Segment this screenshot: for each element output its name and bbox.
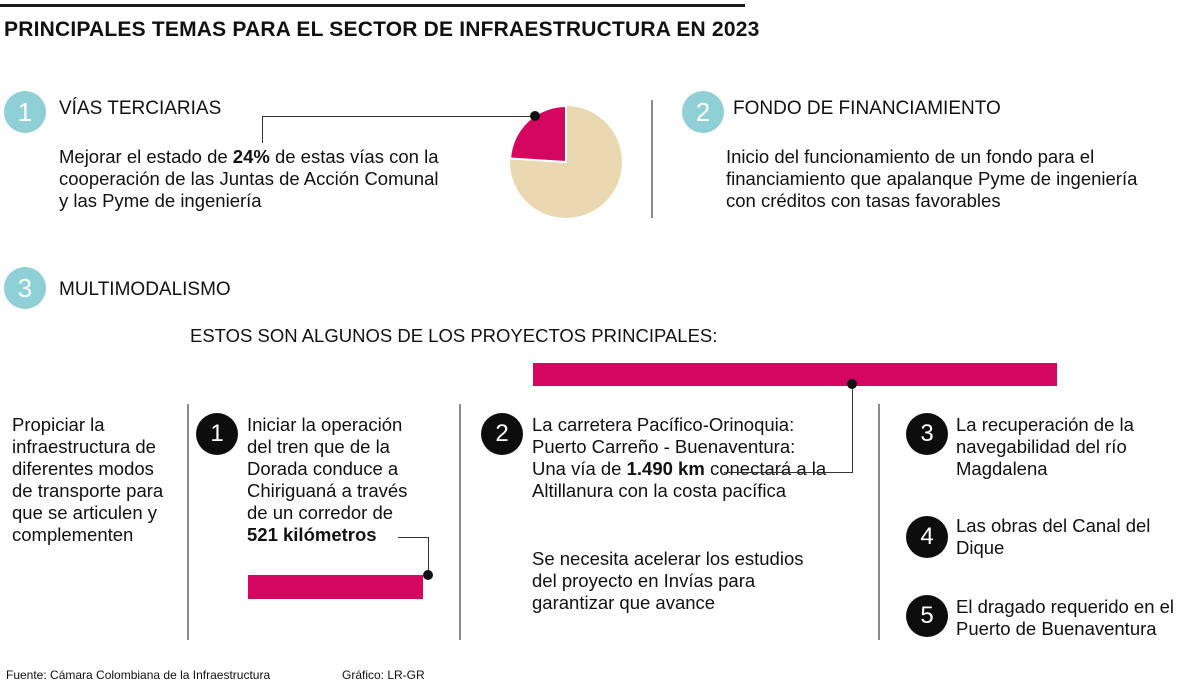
section-3-number-badge: 3 bbox=[4, 267, 46, 309]
section-1-number-badge: 1 bbox=[4, 91, 46, 133]
project-2-connector-dot bbox=[847, 379, 857, 389]
projects-subheading: ESTOS SON ALGUNOS DE LOS PROYECTOS PRINC… bbox=[190, 325, 718, 346]
section-2-text: Inicio del funcionamiento de un fondo pa… bbox=[726, 146, 1138, 211]
project-1-text: Iniciar la operación del tren que de la … bbox=[247, 414, 427, 546]
section-1-text-before: Mejorar el estado de bbox=[59, 146, 228, 167]
section-1-connector bbox=[262, 116, 535, 143]
project-3-badge: 3 bbox=[906, 413, 948, 455]
section-3-heading: MULTIMODALISMO bbox=[59, 279, 231, 300]
project-5-badge: 5 bbox=[906, 595, 948, 637]
project-2-highlight: 1.490 km bbox=[626, 458, 705, 479]
project-1-connector-dot bbox=[423, 570, 433, 580]
project-2-note: Se necesita acelerar los estudios del pr… bbox=[532, 548, 804, 613]
top-rule bbox=[0, 4, 745, 7]
column-divider-2 bbox=[459, 404, 461, 640]
section-2-heading: FONDO DE FINANCIAMIENTO bbox=[733, 98, 1001, 119]
project-1-length-bar bbox=[248, 575, 423, 599]
column-divider-1 bbox=[187, 404, 189, 640]
project-1-connector bbox=[398, 537, 429, 576]
section-1-connector-dot bbox=[530, 111, 540, 121]
footer-source: Fuente: Cámara Colombiana de la Infraest… bbox=[6, 668, 271, 682]
section-divider bbox=[651, 100, 653, 218]
section-1-highlight: 24% bbox=[232, 146, 270, 167]
project-4-text: Las obras del Canal del Dique bbox=[956, 515, 1151, 558]
project-2-description: La carretera Pacífico-Orinoquia: Puerto … bbox=[532, 414, 796, 479]
project-3-text: La recuperación de la navegabilidad del … bbox=[956, 414, 1134, 479]
multimodal-intro: Propiciar la infraestructura de diferent… bbox=[12, 414, 164, 545]
project-2-text: La carretera Pacífico-Orinoquia: Puerto … bbox=[532, 414, 832, 502]
project-2-badge: 2 bbox=[481, 413, 523, 455]
column-divider-3 bbox=[878, 404, 880, 640]
project-2-description-end: conectará a la Altillanura con la costa … bbox=[532, 458, 827, 501]
project-1-highlight: 521 kilómetros bbox=[247, 524, 377, 545]
footer-credit: Gráfico: LR-GR bbox=[342, 668, 425, 682]
section-1-text: Mejorar el estado de 24% de estas vías c… bbox=[59, 146, 439, 212]
project-5-text: El dragado requerido en el Puerto de Bue… bbox=[956, 596, 1175, 639]
project-1-badge: 1 bbox=[196, 413, 238, 455]
project-4-badge: 4 bbox=[906, 516, 948, 558]
page-title: PRINCIPALES TEMAS PARA EL SECTOR DE INFR… bbox=[4, 18, 760, 41]
project-2-connector bbox=[724, 385, 853, 473]
section-1-text-after: de estas vías con la cooperación de las … bbox=[59, 146, 439, 211]
section-2-number-badge: 2 bbox=[682, 91, 724, 133]
project-2-length-bar bbox=[533, 363, 1057, 386]
pie-highlight-slice bbox=[509, 104, 567, 164]
project-1-description: Iniciar la operación del tren que de la … bbox=[247, 414, 408, 523]
section-1-heading: VÍAS TERCIARIAS bbox=[59, 98, 222, 119]
pie-chart bbox=[509, 104, 622, 218]
